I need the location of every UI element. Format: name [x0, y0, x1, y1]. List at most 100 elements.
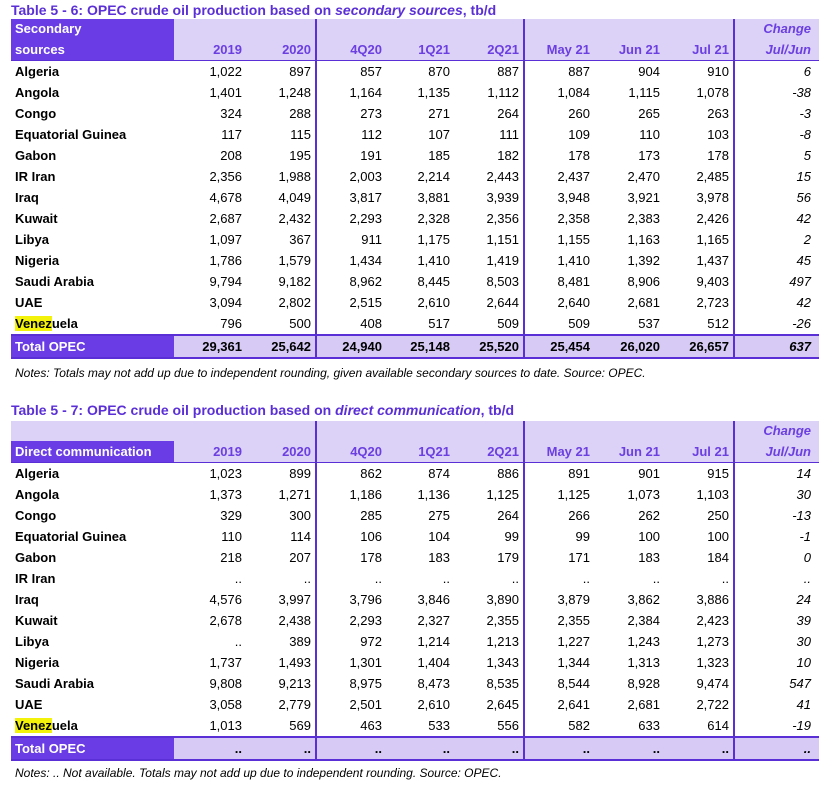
value-cell: 2,515 — [315, 292, 386, 313]
value-cell: 250 — [707, 508, 729, 523]
table-row: Algeria 1,023 899 862 874 886 891 901 915 14 — [11, 462, 819, 484]
value-cell: 2,485 — [696, 169, 729, 184]
value-cell: 3,796 — [315, 589, 386, 610]
change-value: -26 — [733, 313, 819, 335]
country-name: IR Iran — [15, 169, 56, 184]
value-cell: 300 — [289, 508, 311, 523]
country-name: Venezuela — [11, 313, 174, 335]
value-cell: 2,610 — [417, 697, 450, 712]
value-cell: 899 — [246, 462, 316, 484]
value-cell: 2,437 — [523, 166, 594, 187]
value-cell: 2,293 — [315, 610, 386, 631]
value-cell: 273 — [315, 103, 386, 124]
value-cell: 178 — [707, 148, 729, 163]
value-cell: 556 — [497, 718, 519, 733]
value-cell: 886 — [454, 462, 524, 484]
value-cell: 106 — [315, 526, 386, 547]
change-value: 10 — [733, 652, 819, 673]
change-value: .. — [733, 736, 819, 761]
value-cell: 182 — [497, 148, 519, 163]
country-name: UAE — [15, 697, 43, 712]
value-cell: 3,817 — [315, 187, 386, 208]
country-name: Algeria — [11, 462, 174, 484]
value-cell: 1,112 — [487, 85, 519, 100]
value-cell: 9,403 — [696, 274, 729, 289]
header-direct-communication-label: Direct communication — [11, 441, 174, 463]
total-row: Total OPEC 29,361 25,642 24,940 25,148 25,520… — [11, 334, 819, 359]
value-cell: 910 — [664, 60, 734, 82]
value-cell: 408 — [315, 313, 386, 335]
table-5-7-title: Table 5 - 7: OPEC crude oil production b… — [11, 402, 514, 418]
value-cell: 533 — [428, 718, 450, 733]
table-row: Libya.. 389 972 1,214 1,213 1,227 1,243 1,273 30 — [11, 631, 819, 652]
change-value: 45 — [733, 250, 819, 271]
value-cell: 183 — [428, 550, 450, 565]
column-header: 2Q21 — [454, 441, 524, 463]
value-cell: 185 — [428, 148, 450, 163]
table-row: Venezuela 1,013 569 463 533 556 582 633 614 -19 — [11, 715, 819, 737]
value-cell: 25,454 — [523, 334, 594, 359]
value-cell: 1,022 — [174, 60, 246, 82]
title-suffix: , tb/d — [480, 402, 515, 418]
table-row: Kuwait 2,687 2,432 2,293 2,328 2,356 2,358 2,38… — [11, 208, 819, 229]
country-name: Kuwait — [15, 211, 58, 226]
value-cell: 1,248 — [278, 85, 311, 100]
value-cell: 1,164 — [315, 82, 386, 103]
column-header: Jun 21 — [594, 39, 664, 61]
table-row: Libya 1,097 367 911 1,175 1,151 1,155 1,163 1,16… — [11, 229, 819, 250]
value-cell: 2,644 — [486, 295, 519, 310]
value-cell: 972 — [315, 631, 386, 652]
value-cell: 857 — [315, 60, 386, 82]
value-cell: 2,779 — [278, 697, 311, 712]
value-cell: 1,410 — [523, 250, 594, 271]
country-name: Equatorial Guinea — [15, 529, 127, 544]
value-cell: 1,786 — [209, 253, 242, 268]
total-label: Total OPEC — [11, 334, 174, 359]
value-cell: 2,681 — [627, 295, 660, 310]
value-cell: 915 — [664, 462, 734, 484]
value-cell: 3,846 — [417, 592, 450, 607]
value-cell: .. — [246, 736, 316, 761]
table-row: Iraq 4,678 4,049 3,817 3,881 3,939 3,948 3,921 3… — [11, 187, 819, 208]
value-cell: .. — [511, 571, 519, 586]
table-row: Congo 324 288 273 271 264 260 265 263 -3 — [11, 103, 819, 124]
value-cell: 2,641 — [523, 694, 594, 715]
title-text: Table 5 - 6: OPEC crude oil production b… — [11, 2, 336, 18]
value-cell: 2,802 — [278, 295, 311, 310]
value-cell: 8,975 — [315, 673, 386, 694]
country-name: Equatorial Guinea — [15, 127, 127, 142]
value-cell: 870 — [386, 60, 454, 82]
value-cell: 1,343 — [486, 655, 519, 670]
value-cell: 2,640 — [523, 292, 594, 313]
value-cell: 207 — [289, 550, 311, 565]
value-cell: 2,356 — [209, 169, 242, 184]
value-cell: 3,886 — [696, 592, 729, 607]
table-5-6-note: Notes: Totals may not add up due to inde… — [15, 366, 646, 380]
country-name: Venezuela — [11, 715, 174, 737]
value-cell: 112 — [315, 124, 386, 145]
value-cell: 1,271 — [278, 487, 311, 502]
value-cell: 904 — [594, 60, 664, 82]
value-cell: .. — [386, 736, 454, 761]
column-header: Jul/Jun — [733, 441, 819, 463]
change-value: 41 — [733, 694, 819, 715]
value-cell: 2,383 — [627, 211, 660, 226]
value-cell: 260 — [523, 103, 594, 124]
value-cell: 1,437 — [696, 253, 729, 268]
header-sources-label: Secondary — [11, 19, 174, 39]
value-cell: 3,058 — [209, 697, 242, 712]
value-cell: 1,163 — [627, 232, 660, 247]
value-cell: 2,327 — [417, 613, 450, 628]
highlighted-text: Venez — [15, 718, 52, 733]
value-cell: .. — [315, 568, 386, 589]
country-name: Libya — [15, 232, 49, 247]
value-cell: .. — [664, 736, 734, 761]
value-cell: 1,073 — [627, 487, 660, 502]
column-header: Jun 21 — [594, 441, 664, 463]
value-cell: 887 — [523, 60, 594, 82]
value-cell: 509 — [523, 313, 594, 335]
country-name: Saudi Arabia — [15, 676, 94, 691]
table-row: UAE 3,094 2,802 2,515 2,610 2,644 2,640 2,681 2,… — [11, 292, 819, 313]
change-value: 42 — [733, 208, 819, 229]
value-cell: 1,392 — [627, 253, 660, 268]
